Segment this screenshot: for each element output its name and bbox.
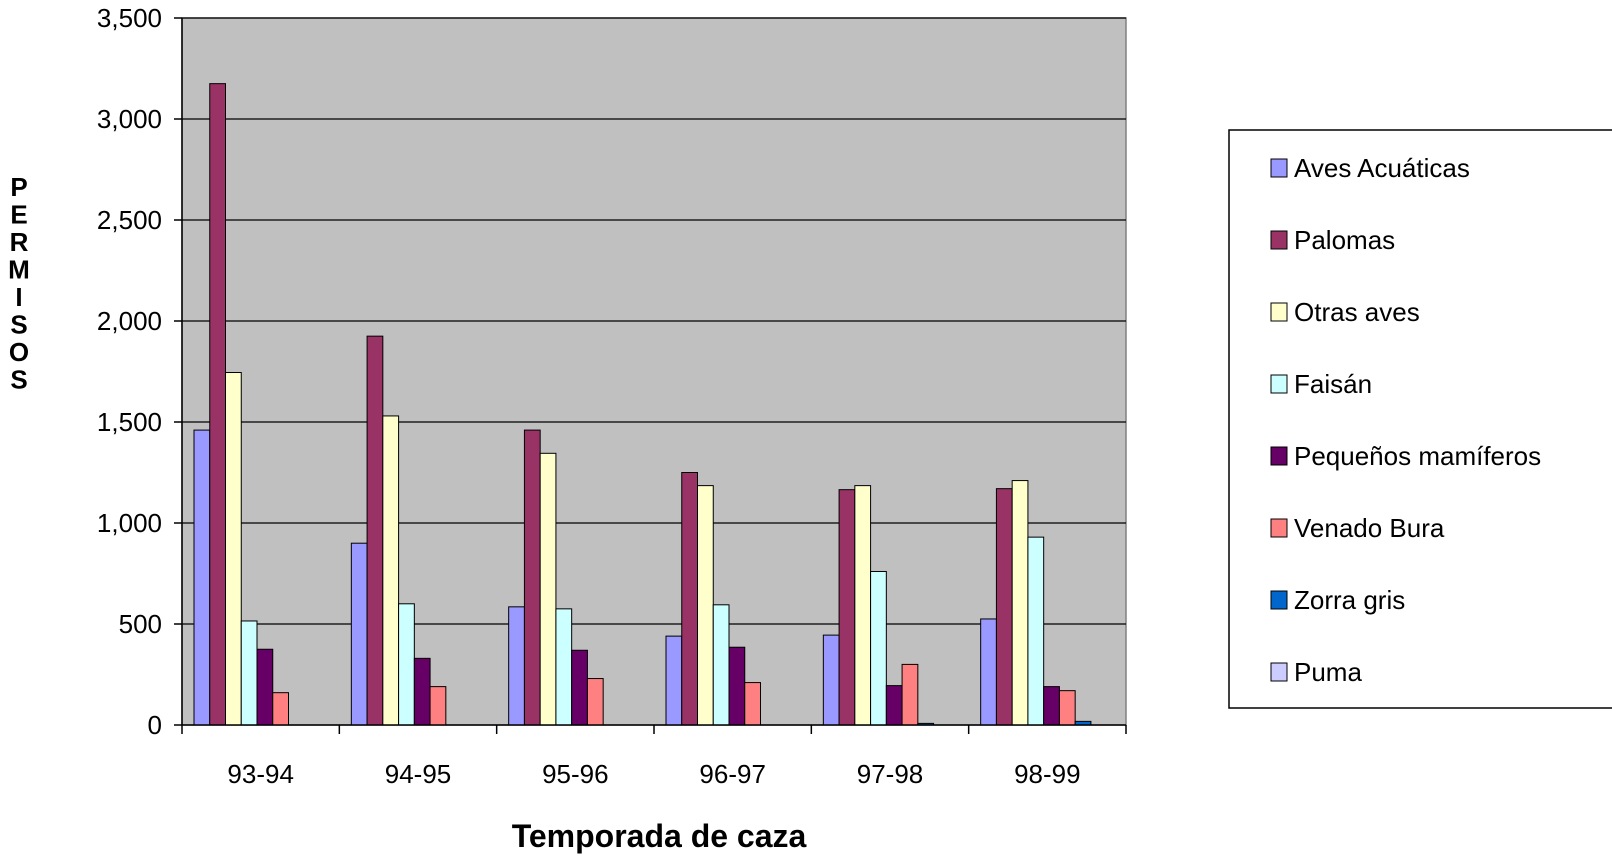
- bar-aves-acu-ticas-94-95: [350, 542, 368, 726]
- bar-peque-os-mam-feros-93-94: [256, 648, 274, 726]
- bar-otras-aves-96-97: [697, 485, 714, 726]
- y-axis-title-letter: S: [10, 365, 27, 395]
- legend-swatch: [1270, 158, 1288, 178]
- bar-peque-os-mam-feros-98-99: [1043, 686, 1060, 726]
- bar-palomas-94-95: [366, 335, 384, 726]
- legend-label: Otras aves: [1294, 297, 1420, 327]
- x-tick-label: 97-98: [857, 759, 924, 789]
- legend-swatch: [1270, 518, 1288, 538]
- bar-otras-aves-93-94: [225, 372, 242, 726]
- legend-swatch: [1270, 302, 1288, 322]
- bar-fais-n-93-94: [240, 620, 258, 726]
- legend-item: Zorra gris: [1270, 585, 1405, 615]
- bar-palomas-96-97: [681, 472, 698, 726]
- bar-fais-n-98-99: [1027, 536, 1045, 726]
- y-axis-title-letter: O: [9, 337, 29, 367]
- bar-venado-bura-94-95: [429, 686, 447, 726]
- bar-venado-bura-98-99: [1058, 690, 1076, 726]
- legend-label: Aves Acuáticas: [1294, 153, 1470, 183]
- y-axis-title-letter: P: [10, 172, 27, 202]
- bar-palomas-98-99: [995, 488, 1013, 726]
- bar-aves-acu-ticas-96-97: [665, 635, 683, 726]
- legend-swatch: [1270, 662, 1288, 682]
- y-tick-label: 2,500: [97, 205, 162, 235]
- axes: [174, 17, 1127, 734]
- y-axis-title-letter: M: [8, 255, 30, 285]
- bar-venado-bura-93-94: [272, 692, 289, 726]
- bar-otras-aves-98-99: [1011, 480, 1029, 726]
- bar-peque-os-mam-feros-94-95: [413, 657, 431, 726]
- bar-peque-os-mam-feros-95-96: [571, 649, 588, 726]
- bar-otras-aves-94-95: [382, 415, 400, 726]
- x-tick-label: 95-96: [542, 759, 609, 789]
- legend-item: Otras aves: [1270, 297, 1420, 327]
- plot-area: [181, 17, 1127, 726]
- legend-label: Pequeños mamíferos: [1294, 441, 1541, 471]
- bar-otras-aves-95-96: [539, 452, 557, 726]
- legend-item: Palomas: [1270, 225, 1395, 255]
- x-tick-label: 96-97: [699, 759, 766, 789]
- bar-otras-aves-97-98: [854, 485, 872, 726]
- bars: [193, 83, 1092, 726]
- y-tick-label: 3,500: [97, 3, 162, 33]
- legend-item: Venado Bura: [1270, 513, 1445, 543]
- y-axis-title-letter: S: [10, 310, 27, 340]
- legend-label: Faisán: [1294, 369, 1372, 399]
- legend-label: Puma: [1294, 657, 1362, 687]
- x-tick-label: 93-94: [227, 759, 294, 789]
- bar-aves-acu-ticas-95-96: [508, 606, 525, 726]
- bar-palomas-95-96: [523, 429, 541, 726]
- bar-palomas-97-98: [838, 489, 856, 726]
- bar-peque-os-mam-feros-97-98: [885, 685, 903, 726]
- legend-label: Palomas: [1294, 225, 1395, 255]
- legend-item: Faisán: [1270, 369, 1372, 399]
- y-tick-label: 0: [148, 710, 162, 740]
- y-tick-label: 1,000: [97, 508, 162, 538]
- y-tick-label: 3,000: [97, 104, 162, 134]
- bar-aves-acu-ticas-98-99: [980, 618, 997, 726]
- x-axis-title: Temporada de caza: [512, 818, 807, 854]
- bar-fais-n-94-95: [398, 603, 415, 726]
- gridlines: [182, 17, 1126, 625]
- y-tick-label: 500: [119, 609, 162, 639]
- y-axis-title-letter: E: [10, 200, 27, 230]
- bar-venado-bura-96-97: [744, 682, 761, 726]
- legend-item: Puma: [1270, 657, 1362, 687]
- bar-fais-n-95-96: [555, 608, 573, 726]
- y-axis-title-letter: I: [15, 282, 22, 312]
- legend-swatch: [1270, 230, 1288, 250]
- bar-venado-bura-95-96: [586, 678, 604, 726]
- y-tick-labels: 0 500 1,000 1,500 2,000 2,500 3,000 3,500: [97, 3, 162, 740]
- legend-swatch: [1270, 590, 1288, 610]
- y-axis-title-letter: R: [10, 227, 29, 257]
- bar-palomas-93-94: [209, 83, 226, 726]
- legend-swatch: [1270, 374, 1288, 394]
- x-tick-label: 94-95: [385, 759, 452, 789]
- legend-swatch: [1270, 446, 1288, 466]
- legend-label: Venado Bura: [1294, 513, 1445, 543]
- bar-fais-n-96-97: [712, 604, 730, 726]
- x-tick-label: 98-99: [1014, 759, 1081, 789]
- legend-item: Aves Acuáticas: [1270, 153, 1470, 183]
- x-tick-labels: 93-94 94-95 95-96 96-97 97-98 98-99: [227, 759, 1080, 789]
- y-tick-label: 1,500: [97, 407, 162, 437]
- legend-box: [1228, 129, 1612, 709]
- bar-aves-acu-ticas-93-94: [193, 429, 211, 726]
- bar-peque-os-mam-feros-96-97: [728, 646, 746, 726]
- legend-label: Zorra gris: [1294, 585, 1405, 615]
- legend-item: Pequeños mamíferos: [1270, 441, 1541, 471]
- legend: Aves Acuáticas Palomas Otras aves Faisán Peq…: [1228, 129, 1612, 709]
- y-tick-label: 2,000: [97, 306, 162, 336]
- bar-venado-bura-97-98: [901, 663, 919, 726]
- bar-aves-acu-ticas-97-98: [822, 634, 840, 726]
- bar-fais-n-97-98: [870, 570, 887, 726]
